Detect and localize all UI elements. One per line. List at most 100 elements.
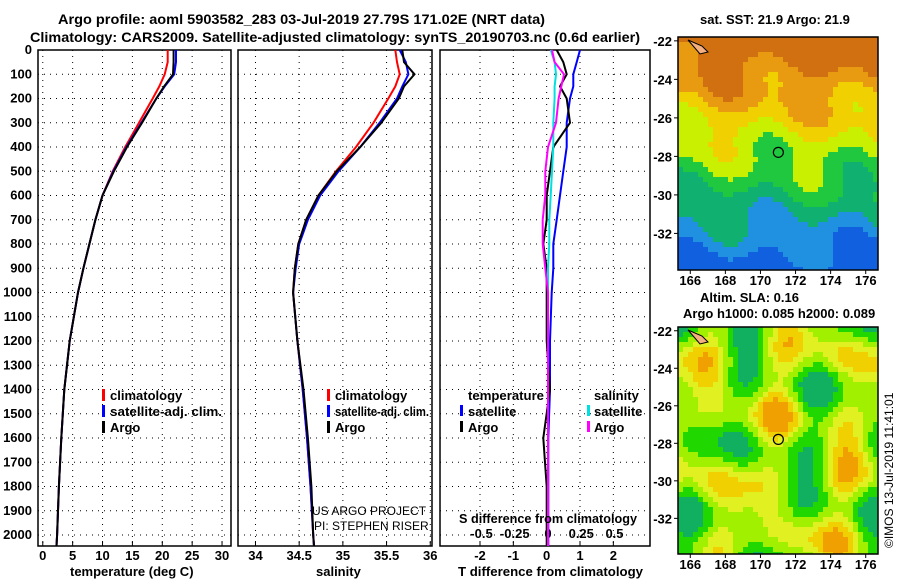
map-cell: [863, 107, 868, 112]
map-cell: [718, 82, 723, 87]
map-cell: [688, 132, 693, 137]
map-cell: [813, 392, 818, 397]
map-cell: [813, 442, 818, 447]
map-cell: [753, 367, 758, 372]
map-cell: [793, 422, 798, 427]
map-cell: [703, 107, 708, 112]
map-cell: [868, 192, 873, 197]
map-cell: [863, 387, 868, 392]
map-cell: [718, 542, 723, 547]
map-cell: [858, 157, 863, 162]
map-cell: [868, 97, 873, 102]
map-cell: [753, 407, 758, 412]
map-cell: [768, 227, 773, 232]
map-cell: [848, 442, 853, 447]
map-cell: [713, 242, 718, 247]
map-cell: [703, 357, 708, 362]
map-cell: [693, 112, 698, 117]
map-cell: [698, 402, 703, 407]
map-cell: [693, 77, 698, 82]
map-cell: [828, 442, 833, 447]
map-cell: [818, 142, 823, 147]
map-cell: [678, 42, 683, 47]
map-cell: [758, 232, 763, 237]
map-cell: [768, 352, 773, 357]
map-cell: [683, 87, 688, 92]
map-cell: [813, 542, 818, 547]
map-cell: [798, 197, 803, 202]
map-cell: [868, 177, 873, 182]
map-cell: [813, 87, 818, 92]
map-cell: [848, 432, 853, 437]
map-cell: [783, 87, 788, 92]
map-cell: [858, 512, 863, 517]
map-cell: [788, 222, 793, 227]
map-cell: [683, 512, 688, 517]
map-cell: [843, 192, 848, 197]
map-cell: [683, 97, 688, 102]
x-tick-label: 34.5: [287, 548, 312, 563]
map-cell: [813, 467, 818, 472]
map-cell: [733, 52, 738, 57]
map-cell: [728, 57, 733, 62]
map-cell: [778, 72, 783, 77]
map-cell: [773, 382, 778, 387]
map-cell: [838, 97, 843, 102]
map-cell: [818, 337, 823, 342]
map-cell: [743, 337, 748, 342]
map-cell: [853, 447, 858, 452]
map-cell: [703, 492, 708, 497]
map-cell: [698, 427, 703, 432]
map-cell: [773, 507, 778, 512]
map-cell: [773, 402, 778, 407]
map-cell: [868, 222, 873, 227]
map-cell: [773, 227, 778, 232]
map-cell: [833, 537, 838, 542]
map-cell: [743, 182, 748, 187]
map-cell: [843, 382, 848, 387]
map-cell: [688, 417, 693, 422]
map-cell: [688, 537, 693, 542]
map-cell: [788, 467, 793, 472]
map-cell: [858, 257, 863, 262]
map-cell: [858, 82, 863, 87]
map-cell: [733, 157, 738, 162]
map-cell: [723, 552, 728, 554]
map-cell: [693, 97, 698, 102]
map-cell: [858, 467, 863, 472]
map-cell: [723, 247, 728, 252]
map-cell: [728, 122, 733, 127]
map-cell: [778, 177, 783, 182]
map-cell: [753, 197, 758, 202]
map-cell: [813, 452, 818, 457]
map-cell: [743, 492, 748, 497]
map-cell: [698, 342, 703, 347]
map-cell: [718, 237, 723, 242]
map-cell: [713, 492, 718, 497]
map-cell: [788, 157, 793, 162]
map-cell: [738, 182, 743, 187]
map-cell: [868, 342, 873, 347]
map-cell: [798, 47, 803, 52]
map-cell: [808, 122, 813, 127]
map-cell: [683, 192, 688, 197]
map-cell: [793, 97, 798, 102]
map-cell: [838, 492, 843, 497]
map-cell: [788, 112, 793, 117]
map-cell: [758, 522, 763, 527]
map-cell: [718, 167, 723, 172]
map-cell: [748, 167, 753, 172]
map-cell: [748, 227, 753, 232]
map-cell: [688, 472, 693, 477]
map-cell: [683, 457, 688, 462]
map-cell: [863, 37, 868, 42]
map-cell: [773, 147, 778, 152]
map-cell: [818, 492, 823, 497]
salinity-panel: 34 34.5 35 35.5 36: [237, 49, 437, 563]
map-cell: [873, 97, 878, 102]
map-cell: [813, 37, 818, 42]
map-cell: [808, 97, 813, 102]
map-cell: [848, 122, 853, 127]
map-cell: [748, 67, 753, 72]
map-cell: [708, 342, 713, 347]
